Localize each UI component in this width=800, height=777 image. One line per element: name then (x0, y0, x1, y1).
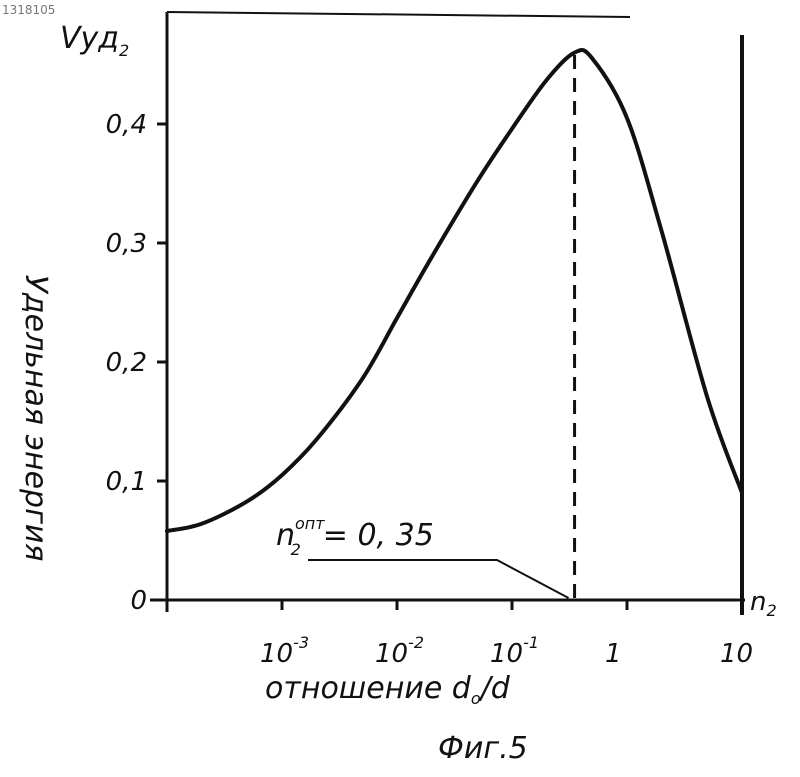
y-tick-label: 0 (130, 586, 147, 616)
figure-caption: Фиг.5 (438, 731, 528, 766)
y-tick-label: 0,2 (106, 348, 147, 378)
x-tick-label: 1 (605, 639, 622, 669)
x-tick-label: 10-1 (490, 633, 539, 669)
optimum-annotation: nопт2= 0, 35 (276, 514, 434, 559)
y-tick-label: 0,3 (106, 229, 147, 259)
y-tick-label: 0,1 (106, 467, 147, 497)
x-tick-label: 10 (720, 639, 753, 669)
top-border (167, 12, 630, 17)
series-line (167, 50, 742, 531)
y-axis-top-label: Vуд2 (60, 21, 129, 60)
x-tick-label: 10-2 (375, 633, 424, 669)
x-tick-label: 10-3 (260, 633, 309, 669)
annotation-leader (308, 560, 569, 598)
right-axis-label: n2 (750, 587, 777, 620)
x-ticks: 10-3 10-2 10-1 1 10 (167, 600, 753, 669)
y-axis-label: Удельная энергия (18, 275, 53, 562)
y-ticks: 0 0,1 0,2 0,3 0,4 (106, 110, 167, 616)
y-tick-label: 0,4 (106, 110, 147, 140)
corner-id: 1318105 (2, 3, 55, 17)
x-axis-label: отношение do/d (265, 671, 511, 708)
